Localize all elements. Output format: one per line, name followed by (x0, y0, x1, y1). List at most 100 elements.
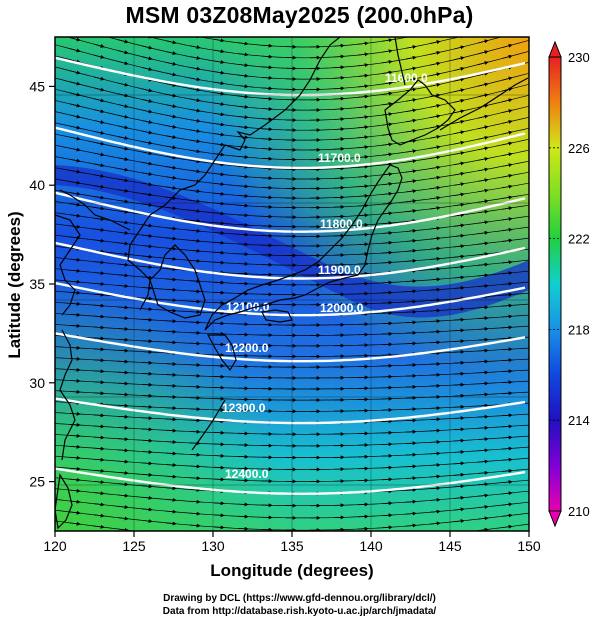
stream-arrow (93, 163, 105, 168)
stream-arrow (69, 433, 81, 438)
stream-arrow (69, 367, 81, 372)
stream-arrow (453, 140, 465, 145)
stream-arrow (69, 169, 81, 174)
stream-arrow (429, 40, 441, 45)
stream-arrow (93, 446, 105, 451)
stream-arrow (93, 227, 105, 232)
stream-arrow (501, 524, 513, 529)
stream-arrow (381, 201, 393, 206)
stream-arrow (333, 137, 345, 142)
stream-arrow (237, 73, 249, 78)
y-tick-label: 45 (29, 78, 45, 94)
stream-arrow (93, 358, 105, 363)
stream-arrow (381, 152, 393, 157)
stream-arrow (189, 77, 201, 82)
stream-arrow (93, 303, 105, 308)
stream-arrow (453, 360, 465, 365)
stream-arrow (69, 466, 81, 471)
stream-arrow (93, 524, 105, 529)
stream-arrow (502, 549, 512, 550)
stream-arrow (189, 258, 201, 263)
stream-arrow (357, 164, 369, 169)
stream-arrow (238, 590, 248, 591)
stream-arrow (93, 260, 105, 265)
stream-arrow (237, 104, 249, 109)
stream-arrow (117, 527, 129, 531)
stream-arrow (93, 184, 105, 189)
stream-arrow (117, 82, 129, 87)
stream-arrow (190, 573, 200, 574)
stream-arrow (141, 438, 153, 443)
stream-arrow (381, 38, 393, 43)
stream-arrow (405, 199, 417, 204)
stream-arrow (93, 141, 105, 146)
stream-arrow (213, 91, 225, 96)
stream-arrow (141, 244, 153, 249)
stream-arrow (93, 314, 105, 319)
stream-arrow (477, 114, 489, 119)
stream-arrow (357, 63, 369, 68)
stream-arrow (141, 393, 153, 398)
stream-arrow (117, 241, 129, 246)
stream-arrow (93, 480, 105, 485)
stream-arrow (502, 538, 512, 539)
stream-arrow (93, 380, 105, 385)
stream-arrow (117, 459, 129, 464)
stream-arrow (141, 233, 153, 238)
stream-arrow (237, 94, 249, 99)
stream-arrow (477, 39, 489, 44)
stream-arrow (70, 27, 80, 30)
stream-arrow (501, 446, 513, 451)
stream-arrow (357, 222, 369, 227)
stream-arrow (460, 530, 465, 531)
stream-arrow (405, 523, 417, 528)
stream-arrow (501, 43, 513, 48)
stream-arrow (453, 264, 465, 269)
stream-arrow (357, 125, 369, 130)
stream-arrow (406, 549, 416, 550)
stream-arrow (117, 305, 129, 310)
stream-arrow (477, 493, 489, 498)
stream-arrow (165, 165, 177, 170)
stream-arrow (93, 424, 105, 429)
stream-arrow (189, 476, 201, 481)
stream-arrow (477, 178, 489, 183)
stream-arrow (189, 149, 201, 154)
credit-drawing: Drawing by DCL (https://www.gfd-dennou.o… (163, 593, 436, 604)
stream-arrow (117, 104, 129, 109)
stream-arrow (382, 588, 392, 589)
stream-arrow (166, 535, 176, 536)
stream-arrow (429, 462, 441, 467)
stream-arrow (501, 502, 513, 507)
stream-arrow (381, 501, 393, 506)
stream-arrow (165, 329, 177, 334)
stream-arrow (213, 525, 225, 530)
contour-line (55, 332, 526, 363)
stream-arrow (237, 125, 249, 130)
stream-arrow (501, 314, 513, 319)
stream-arrow (237, 203, 249, 208)
stream-arrow (501, 468, 513, 473)
stream-arrow (405, 464, 417, 469)
stream-arrow (357, 115, 369, 120)
contour-label: 12000.0 (320, 301, 364, 315)
stream-arrow (261, 176, 273, 181)
contour-label: 11900.0 (318, 263, 361, 277)
colorbar-tick-label: 226 (568, 141, 590, 156)
stream-arrow (501, 457, 513, 462)
stream-arrow (142, 578, 152, 580)
stream-arrow (165, 440, 177, 445)
stream-arrow (453, 77, 465, 82)
stream-arrow (406, 561, 416, 562)
stream-arrow (237, 242, 249, 247)
stream-arrow (165, 236, 177, 241)
stream-arrow (69, 191, 81, 196)
stream-arrow (381, 101, 393, 106)
stream-arrow (94, 548, 104, 549)
stream-arrow (141, 285, 153, 290)
stream-arrow (477, 125, 489, 130)
stream-arrow (477, 403, 489, 408)
stream-arrow (333, 117, 345, 122)
stream-arrow (501, 227, 513, 232)
stream-arrow (141, 461, 153, 466)
